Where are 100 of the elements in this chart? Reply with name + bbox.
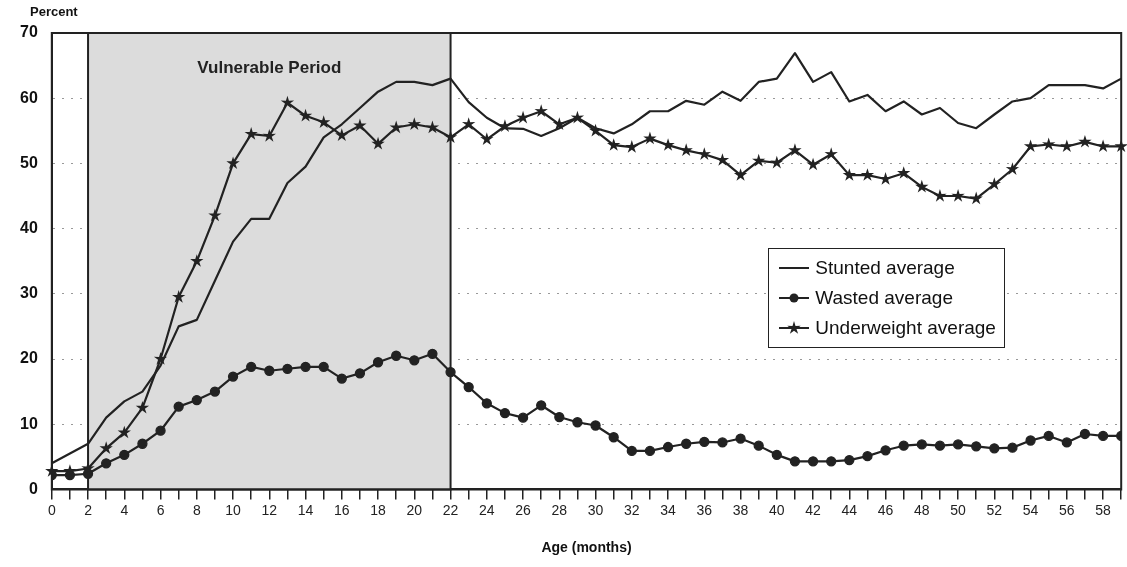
point bbox=[697, 147, 711, 160]
point bbox=[807, 456, 819, 467]
point bbox=[880, 445, 891, 456]
point bbox=[806, 157, 820, 171]
point bbox=[1060, 139, 1074, 153]
point bbox=[1025, 435, 1036, 446]
point bbox=[226, 156, 240, 170]
point bbox=[517, 412, 529, 423]
point bbox=[1061, 437, 1072, 448]
point bbox=[1043, 430, 1054, 442]
point bbox=[824, 147, 838, 160]
x-tick-label: 46 bbox=[877, 501, 894, 518]
x-tick-label: 56 bbox=[1059, 501, 1075, 518]
x-tick-label: 34 bbox=[660, 501, 677, 518]
x-tick-label: 52 bbox=[986, 501, 1003, 518]
point bbox=[208, 208, 222, 222]
point bbox=[280, 95, 295, 109]
x-tick-label: 8 bbox=[192, 501, 201, 518]
x-tick-label: 20 bbox=[406, 501, 423, 518]
point bbox=[1042, 137, 1056, 151]
point bbox=[916, 439, 927, 450]
x-axis-title: Age (months) bbox=[541, 539, 632, 556]
x-tick-label: 32 bbox=[624, 501, 640, 518]
point bbox=[1079, 428, 1091, 440]
point bbox=[318, 361, 329, 372]
x-tick-label: 6 bbox=[156, 501, 165, 518]
point bbox=[463, 381, 474, 393]
point bbox=[153, 352, 168, 365]
point bbox=[498, 119, 512, 132]
point bbox=[626, 445, 637, 457]
y-tick-label: 20 bbox=[20, 349, 38, 367]
point bbox=[209, 386, 221, 397]
point bbox=[262, 129, 276, 142]
point bbox=[681, 438, 692, 449]
point bbox=[735, 433, 746, 444]
point bbox=[771, 449, 782, 460]
x-tick-label: 40 bbox=[769, 501, 785, 518]
point bbox=[137, 438, 148, 449]
point bbox=[969, 191, 983, 205]
point bbox=[516, 110, 530, 124]
x-tick-label: 54 bbox=[1022, 501, 1039, 518]
point bbox=[662, 441, 674, 453]
point bbox=[717, 437, 728, 448]
point bbox=[590, 420, 601, 431]
y-tick-label: 70 bbox=[20, 23, 38, 41]
point bbox=[445, 366, 456, 378]
point bbox=[951, 189, 965, 202]
point bbox=[588, 123, 603, 137]
point bbox=[753, 440, 764, 451]
point bbox=[336, 373, 347, 384]
point bbox=[407, 117, 421, 130]
x-tick-label: 4 bbox=[120, 501, 129, 518]
y-tick-label: 60 bbox=[20, 88, 38, 106]
y-tick-label: 30 bbox=[20, 284, 38, 302]
point bbox=[317, 115, 331, 128]
point bbox=[860, 168, 875, 181]
point bbox=[354, 368, 366, 379]
point bbox=[427, 348, 438, 359]
point bbox=[264, 365, 275, 376]
point bbox=[952, 439, 964, 450]
point bbox=[191, 394, 202, 406]
x-tick-label: 12 bbox=[261, 501, 278, 518]
y-tick-label: 10 bbox=[20, 414, 38, 432]
point bbox=[844, 454, 855, 466]
point bbox=[733, 168, 748, 181]
x-tick-label: 24 bbox=[479, 501, 495, 518]
point bbox=[987, 177, 1001, 190]
band-label: Vulnerable Period bbox=[197, 58, 342, 78]
x-tick-label: 28 bbox=[551, 501, 568, 518]
point bbox=[1096, 139, 1110, 153]
point bbox=[481, 398, 492, 409]
legend-label: Stunted average bbox=[815, 255, 955, 280]
x-tick-label: 44 bbox=[841, 501, 858, 518]
point bbox=[391, 350, 402, 361]
x-tick-label: 42 bbox=[805, 501, 822, 518]
point bbox=[335, 128, 349, 142]
point bbox=[915, 179, 929, 193]
point bbox=[371, 136, 385, 150]
point bbox=[244, 127, 258, 140]
point bbox=[462, 117, 476, 130]
x-tick-label: 22 bbox=[442, 501, 459, 518]
x-tick-label: 58 bbox=[1095, 501, 1112, 518]
point bbox=[298, 108, 313, 122]
point bbox=[770, 155, 784, 169]
x-tick-label: 38 bbox=[732, 501, 749, 518]
point bbox=[661, 138, 675, 151]
point bbox=[300, 361, 311, 372]
x-tick-label: 26 bbox=[515, 501, 532, 518]
point bbox=[101, 458, 112, 469]
point bbox=[934, 440, 946, 451]
point bbox=[1023, 139, 1038, 153]
y-tick-label: 40 bbox=[20, 219, 38, 237]
y-tick-label: 0 bbox=[28, 479, 38, 497]
x-tick-label: 36 bbox=[696, 501, 713, 518]
point bbox=[1097, 430, 1109, 442]
point bbox=[699, 436, 710, 447]
point bbox=[752, 153, 766, 167]
point bbox=[173, 401, 184, 412]
point bbox=[715, 153, 730, 166]
point bbox=[409, 355, 420, 366]
